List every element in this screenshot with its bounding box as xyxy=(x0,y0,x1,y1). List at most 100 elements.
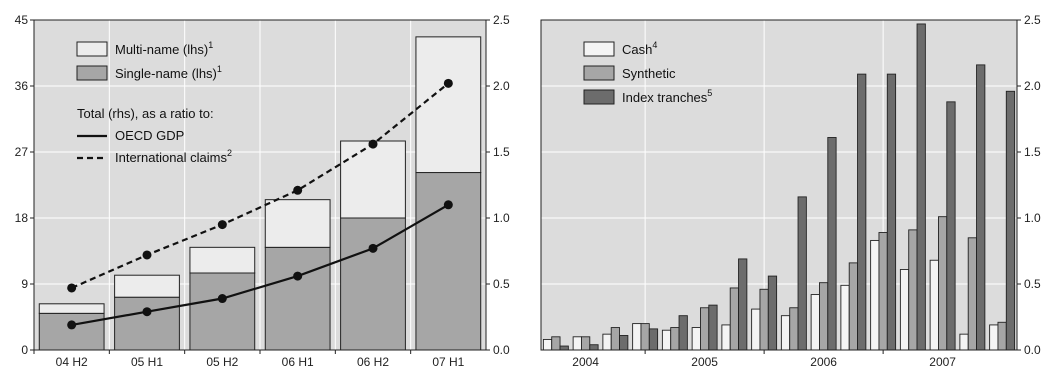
x-year-label: 2007 xyxy=(929,355,956,369)
bar-cash xyxy=(691,327,701,351)
y-tick-label: 0.0 xyxy=(1024,343,1041,357)
bar-synthetic xyxy=(581,336,591,351)
line-international-claims xyxy=(71,82,450,289)
bar-single-name xyxy=(189,272,256,351)
x-year-label: 2006 xyxy=(810,355,837,369)
legend-label-international-claims: International claims2 xyxy=(115,148,232,165)
y-tick-label: 1.5 xyxy=(1024,145,1041,159)
y-left-tick-label: 27 xyxy=(15,145,29,159)
x-tick-label: 05 H1 xyxy=(131,355,163,369)
bar-multi-name xyxy=(340,140,406,219)
bar-cash xyxy=(989,324,999,351)
bar-index xyxy=(946,101,956,351)
bar-synthetic xyxy=(997,321,1007,351)
bar-cash xyxy=(632,323,642,351)
legend-swatch-single-name xyxy=(76,65,108,81)
legend-label-synthetic: Synthetic xyxy=(622,66,676,81)
point-international-claims xyxy=(67,283,77,293)
bar-synthetic xyxy=(670,327,680,351)
bar-multi-name xyxy=(264,199,331,248)
y-left-tick-label: 0 xyxy=(21,343,28,357)
bar-index xyxy=(559,345,569,351)
y-left-tick-label: 36 xyxy=(15,79,29,93)
x-tick-label: 06 H1 xyxy=(282,355,314,369)
bar-index xyxy=(708,304,718,351)
y-tick-label: 2.0 xyxy=(1024,79,1041,93)
y-tick-label: 1.0 xyxy=(1024,211,1041,225)
point-international-claims xyxy=(368,139,378,149)
x-tick-label: 07 H1 xyxy=(432,355,464,369)
left-chart-panel: 0 9 18 27 36 45 0.0 0.5 1.0 1.5 2.0 2.5 04 H2 05 H1 05… xyxy=(15,13,510,369)
bar-index xyxy=(648,328,659,351)
y-left-tick-label: 45 xyxy=(15,13,29,27)
x-year-label: 2004 xyxy=(572,355,599,369)
y-right-tick-label: 0.0 xyxy=(493,343,510,357)
bar-multi-name xyxy=(38,303,105,314)
bar-single-name xyxy=(415,172,482,351)
point-oecd-gdp xyxy=(443,200,453,210)
bar-index xyxy=(797,196,807,351)
legend-label-index: Index tranches5 xyxy=(622,88,712,105)
y-tick-label: 2.5 xyxy=(1024,13,1041,27)
bar-cash xyxy=(870,239,880,351)
point-oecd-gdp xyxy=(368,243,378,253)
bar-index xyxy=(738,258,748,351)
bar-synthetic xyxy=(729,287,739,351)
bar-index xyxy=(678,315,688,351)
bar-single-name xyxy=(340,217,406,351)
x-tick-label: 04 H2 xyxy=(56,355,88,369)
bar-index xyxy=(857,73,867,351)
bar-single-name xyxy=(114,296,180,351)
bar-synthetic xyxy=(967,237,977,351)
legend-subtitle: Total (rhs), as a ratio to: xyxy=(77,106,214,121)
bar-cash xyxy=(929,259,939,351)
y-right-tick-label: 2.5 xyxy=(493,13,510,27)
y-right-tick-label: 0.5 xyxy=(493,277,510,291)
x-tick-label: 05 H2 xyxy=(206,355,238,369)
legend-label-oecd-gdp: OECD GDP xyxy=(115,128,184,143)
y-left-tick-label: 18 xyxy=(15,211,29,225)
bar-synthetic xyxy=(700,307,710,351)
y-right-tick-label: 1.0 xyxy=(493,211,510,225)
bar-cash xyxy=(751,308,761,351)
bar-multi-name xyxy=(415,36,482,174)
bar-multi-name xyxy=(114,274,180,298)
bar-index xyxy=(1005,90,1016,351)
bar-cash xyxy=(840,284,850,351)
plot-frame xyxy=(540,19,1018,351)
point-oecd-gdp xyxy=(67,320,77,330)
point-international-claims xyxy=(217,220,227,230)
bar-index xyxy=(976,64,986,351)
bar-synthetic xyxy=(938,216,948,351)
bar-synthetic xyxy=(848,262,858,351)
bar-single-name xyxy=(38,312,105,351)
legend-swatch-cash xyxy=(583,41,615,57)
legend-label-cash: Cash4 xyxy=(622,40,657,57)
bar-synthetic xyxy=(878,232,888,351)
point-international-claims xyxy=(443,78,453,88)
bar-cash xyxy=(661,329,672,351)
bar-synthetic xyxy=(610,327,620,351)
legend-label-multi-name: Multi-name (lhs)1 xyxy=(115,40,213,57)
point-international-claims xyxy=(142,250,152,260)
y-right-tick-label: 2.0 xyxy=(493,79,510,93)
point-oecd-gdp xyxy=(142,307,152,317)
bar-cash xyxy=(810,294,820,351)
bar-index xyxy=(886,73,897,351)
x-year-label: 2005 xyxy=(691,355,718,369)
legend-swatch-multi-name xyxy=(76,41,108,57)
point-oecd-gdp xyxy=(293,271,303,281)
bar-cash xyxy=(721,324,731,351)
legend-label-single-name: Single-name (lhs)1 xyxy=(115,64,222,81)
bar-index xyxy=(827,137,837,351)
bar-cash xyxy=(602,333,612,351)
line-oecd-gdp xyxy=(71,203,449,327)
right-chart-panel: 0.0 0.5 1.0 1.5 2.0 2.5 2004 2005 2006 2007 Cash4 S… xyxy=(540,13,1041,369)
bar-single-name xyxy=(264,246,331,351)
bar-synthetic xyxy=(908,229,918,351)
point-oecd-gdp xyxy=(217,294,227,304)
y-left-tick-label: 9 xyxy=(21,277,28,291)
bar-cash xyxy=(572,336,582,351)
bar-cash xyxy=(780,315,791,351)
